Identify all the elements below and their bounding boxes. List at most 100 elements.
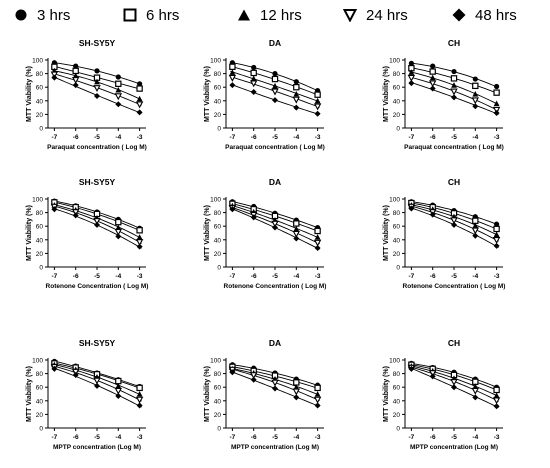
series-24-hrs: [50, 203, 144, 247]
x-tick-label: -5: [451, 273, 457, 280]
series-48-hrs: [51, 206, 143, 250]
x-tick-label: -3: [137, 434, 143, 441]
open-triangle-down-marker-icon: [343, 9, 357, 22]
data-point: [115, 382, 122, 389]
y-tick-label: 80: [36, 71, 44, 78]
data-point: [408, 69, 415, 75]
data-point: [293, 225, 300, 232]
series-48-hrs: [229, 369, 321, 409]
data-point: [428, 370, 437, 378]
data-point: [472, 76, 478, 82]
y-tick-label: 100: [210, 358, 221, 365]
x-tick-label: -5: [451, 134, 457, 141]
series-24-hrs: [228, 205, 322, 247]
series-6-hrs: [408, 64, 500, 96]
series-24-hrs: [228, 366, 322, 404]
y-tick-label: 40: [36, 398, 44, 405]
legend-label: 12 hrs: [260, 6, 302, 24]
data-point: [93, 218, 101, 225]
data-point: [494, 83, 500, 90]
x-tick-label: -6: [430, 434, 436, 441]
x-tick-label: -7: [230, 273, 236, 280]
y-tick-label: 100: [32, 197, 43, 204]
y-tick-label: 0: [217, 426, 221, 433]
data-point: [51, 365, 58, 372]
x-tick-label: -4: [115, 434, 121, 441]
y-tick-label: 60: [36, 85, 44, 92]
data-point: [272, 97, 278, 104]
data-point: [249, 372, 258, 380]
x-tick-label: -3: [315, 434, 321, 441]
x-axis-label: MPTP concentration (Log M): [231, 444, 319, 451]
data-point: [136, 227, 143, 234]
x-tick-label: -4: [472, 273, 478, 280]
data-point: [229, 82, 236, 89]
data-point: [229, 69, 236, 75]
legend-item-24-hrs: 24 hrs: [343, 4, 408, 26]
series-48-hrs: [51, 74, 143, 116]
x-tick-label: -6: [73, 134, 79, 141]
data-point: [493, 403, 500, 410]
x-tick-label: -6: [73, 273, 79, 280]
legend-item-12-hrs: 12 hrs: [237, 4, 302, 26]
chart-title: CH: [448, 177, 460, 187]
y-axis-label: MTT Viability (%): [26, 366, 33, 422]
open-square-marker-icon: [123, 8, 137, 22]
data-point: [429, 85, 436, 92]
data-point: [492, 397, 501, 405]
y-tick-label: 20: [214, 112, 222, 119]
chart-title: CH: [448, 338, 460, 348]
data-point: [292, 388, 301, 396]
data-point: [115, 393, 122, 400]
data-point: [450, 217, 458, 225]
series-12-hrs: [229, 69, 321, 104]
data-point: [272, 82, 278, 89]
data-point: [472, 222, 479, 229]
data-point: [115, 101, 122, 108]
legend-item-48-hrs: 48 hrs: [452, 4, 517, 26]
legend-item-3-hrs: 3 hrs: [14, 4, 70, 26]
triangle-up-marker-icon: [238, 9, 250, 21]
data-point: [450, 379, 458, 386]
y-tick-label: 60: [393, 85, 401, 92]
data-point: [293, 83, 300, 91]
data-point: [314, 244, 321, 251]
data-point: [450, 88, 458, 96]
data-point: [136, 391, 143, 397]
x-axis-label: Rotenone Concentration ( Log M): [46, 283, 149, 290]
y-tick-label: 20: [36, 112, 44, 119]
data-point: [271, 379, 279, 387]
data-point: [492, 237, 501, 244]
chart-panel-3: CH 0 20 40 60 80 100 -7 -6 -5 -4 -3 Paraquat concent…: [383, 38, 504, 151]
x-tick-label: -4: [115, 273, 121, 280]
series-24-hrs: [407, 203, 501, 244]
chart-panel-8: DA 0 20 40 60 80 100 -7 -6 -5 -4 -3 MPTP concentrati…: [204, 338, 324, 451]
data-point: [493, 89, 500, 96]
x-tick-label: -5: [94, 273, 100, 280]
legend-label: 6 hrs: [146, 6, 180, 24]
data-point: [115, 218, 122, 226]
data-point: [429, 68, 436, 75]
data-point: [430, 63, 436, 69]
data-point: [250, 88, 257, 95]
series-48-hrs: [408, 80, 500, 117]
chart-title: SH-SY5Y: [79, 177, 116, 187]
data-point: [137, 81, 143, 87]
data-point: [94, 78, 100, 85]
y-tick-label: 100: [210, 197, 221, 204]
x-tick-label: -6: [430, 273, 436, 280]
y-tick-label: 60: [393, 385, 401, 392]
y-tick-label: 100: [389, 358, 400, 365]
y-tick-label: 40: [214, 237, 222, 244]
y-tick-label: 40: [393, 237, 401, 244]
data-point: [314, 97, 321, 104]
data-point: [493, 225, 500, 233]
data-point: [71, 368, 80, 376]
data-point: [115, 80, 122, 87]
y-tick-label: 80: [214, 371, 222, 378]
x-tick-label: -6: [251, 134, 257, 141]
data-point: [94, 221, 100, 228]
data-point: [451, 82, 457, 88]
chart-title: DA: [269, 38, 281, 48]
y-tick-label: 0: [396, 265, 400, 272]
